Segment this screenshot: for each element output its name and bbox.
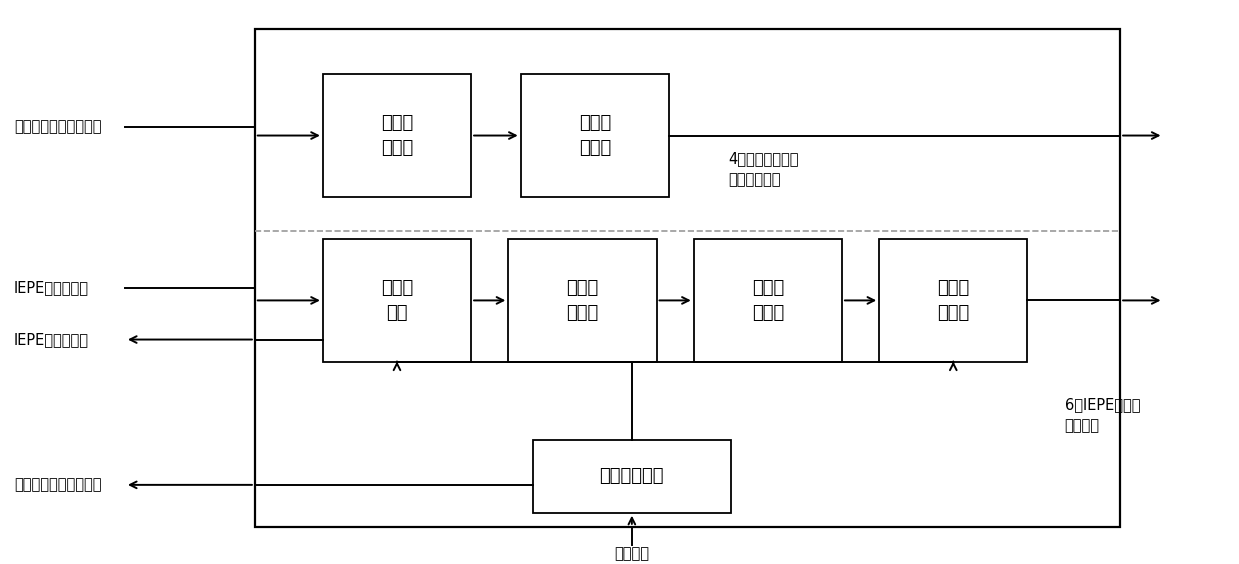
Text: 6路IEPE传感器
调理电路: 6路IEPE传感器 调理电路 <box>1064 397 1140 433</box>
Bar <box>694 239 843 362</box>
Text: 恒流源
电路: 恒流源 电路 <box>380 279 413 322</box>
Text: 低通滤
波电路: 低通滤 波电路 <box>380 114 413 157</box>
Text: IEPE传感器输出: IEPE传感器输出 <box>14 280 89 295</box>
Bar <box>323 239 471 362</box>
Text: 电平转
换电路: 电平转 换电路 <box>579 114 611 157</box>
Text: 隔直放
大电路: 隔直放 大电路 <box>566 279 598 322</box>
Bar <box>508 239 657 362</box>
Text: IEPE传感器激励: IEPE传感器激励 <box>14 332 89 347</box>
Bar <box>880 239 1027 362</box>
Text: 直流电源: 直流电源 <box>615 546 649 561</box>
Text: 精密稳压电路: 精密稳压电路 <box>600 468 664 486</box>
Text: 低通滤
波电路: 低通滤 波电路 <box>752 279 784 322</box>
Text: 电压输出型传感器输出: 电压输出型传感器输出 <box>14 120 102 135</box>
Bar <box>323 74 471 197</box>
Bar <box>255 29 1120 527</box>
Bar <box>520 74 669 197</box>
Bar <box>533 440 731 513</box>
Text: 电平转
换电路: 电平转 换电路 <box>937 279 969 322</box>
Text: 电压输出型传感器供电: 电压输出型传感器供电 <box>14 477 102 492</box>
Text: 4路电压输出型传
感器调理电路: 4路电压输出型传 感器调理电路 <box>729 151 799 187</box>
